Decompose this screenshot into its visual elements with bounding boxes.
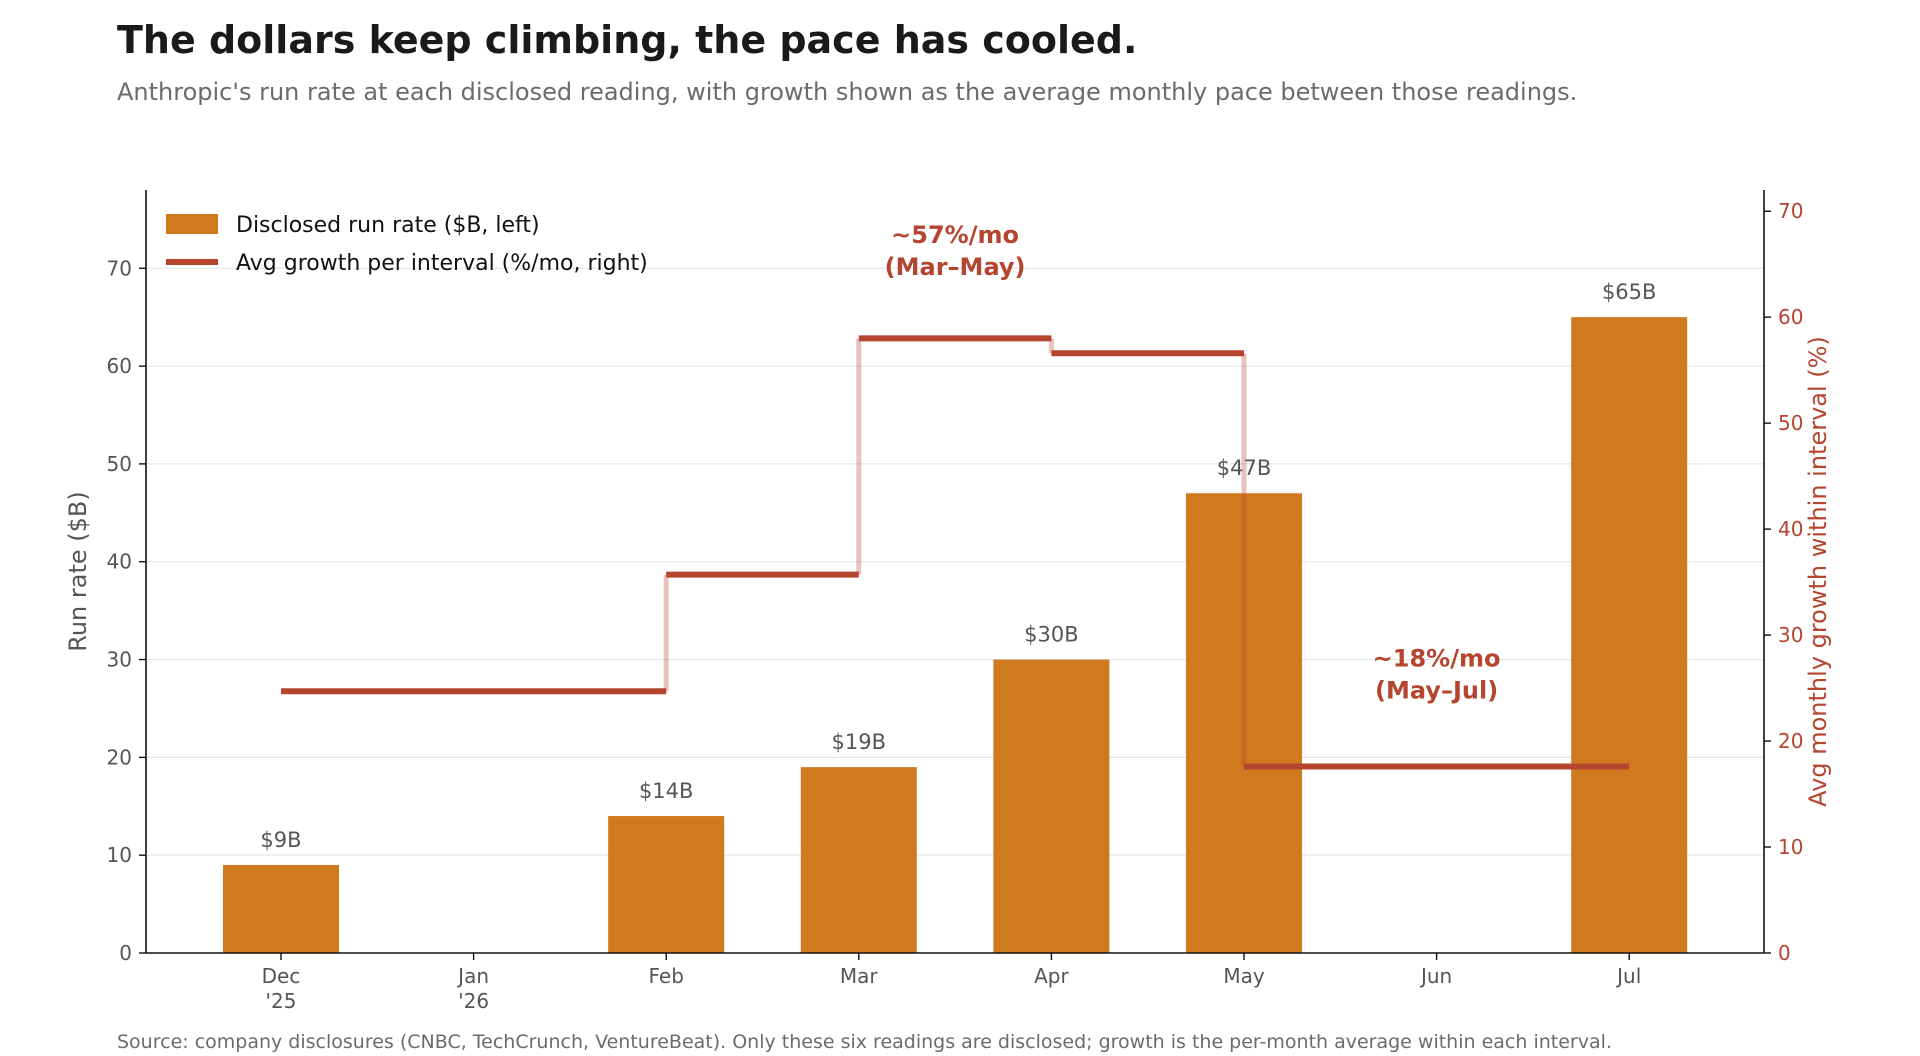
right-tick-label: 10	[1778, 835, 1803, 859]
legend-bar-swatch	[166, 214, 218, 234]
bar-mar	[800, 767, 917, 953]
x-tick-label-year: '25	[266, 989, 297, 1013]
growth-annotation: ~57%/mo	[891, 221, 1019, 249]
legend-line-label: Avg growth per interval (%/mo, right)	[236, 251, 648, 276]
source-note: Source: company disclosures (CNBC, TechC…	[117, 1031, 1612, 1053]
bar-value-label: $14B	[639, 779, 694, 803]
bar-feb	[608, 816, 725, 953]
x-tick-label-year: '26	[458, 989, 489, 1013]
right-tick-label: 70	[1778, 199, 1803, 223]
chart-title: The dollars keep climbing, the pace has …	[117, 18, 1138, 62]
bar-jul	[1571, 317, 1688, 954]
left-tick-label: 30	[107, 648, 132, 672]
right-tick-label: 40	[1778, 517, 1803, 541]
bar-may	[1186, 493, 1302, 953]
bar-value-label: $19B	[832, 730, 887, 754]
right-tick-label: 60	[1778, 305, 1803, 329]
left-tick-label: 10	[107, 843, 132, 867]
x-tick-label: Jan	[456, 964, 489, 988]
x-tick-label: Feb	[648, 964, 683, 988]
bar-value-label: $9B	[260, 828, 301, 852]
right-tick-label: 50	[1778, 411, 1803, 435]
x-tick-label: Apr	[1034, 964, 1069, 988]
left-axis-title: Run rate ($B)	[64, 491, 92, 652]
bar-dec	[223, 864, 339, 953]
legend-bar-label: Disclosed run rate ($B, left)	[236, 213, 540, 238]
chart-subtitle: Anthropic's run rate at each disclosed r…	[117, 78, 1578, 106]
left-tick-label: 70	[107, 256, 132, 280]
bar-value-label: $30B	[1024, 623, 1079, 647]
right-tick-label: 30	[1778, 623, 1803, 647]
x-tick-label: Dec	[262, 964, 301, 988]
x-tick-label: Jul	[1615, 964, 1641, 988]
left-tick-label: 60	[107, 354, 132, 378]
bar-value-label: $65B	[1602, 280, 1657, 304]
x-tick-label: May	[1223, 964, 1265, 988]
bar-value-label: $47B	[1217, 456, 1272, 480]
x-tick-label: Jun	[1419, 964, 1452, 988]
left-tick-label: 0	[119, 941, 132, 965]
growth-annotation: ~18%/mo	[1373, 645, 1501, 673]
bar-apr	[993, 659, 1110, 953]
growth-annotation-range: (May–Jul)	[1375, 677, 1498, 705]
growth-annotation-range: (Mar–May)	[885, 253, 1026, 281]
x-tick-label: Mar	[840, 964, 879, 988]
left-tick-label: 20	[107, 745, 132, 769]
left-tick-label: 40	[107, 550, 132, 574]
right-tick-label: 0	[1778, 941, 1791, 965]
left-tick-label: 50	[107, 452, 132, 476]
right-tick-label: 20	[1778, 729, 1803, 753]
right-axis-title: Avg monthly growth within interval (%)	[1804, 336, 1832, 807]
